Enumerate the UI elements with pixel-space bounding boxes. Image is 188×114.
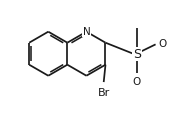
Text: Br: Br: [98, 87, 110, 97]
Text: S: S: [133, 48, 141, 61]
Text: N: N: [83, 27, 90, 37]
Text: O: O: [158, 39, 167, 49]
Text: O: O: [133, 76, 141, 86]
